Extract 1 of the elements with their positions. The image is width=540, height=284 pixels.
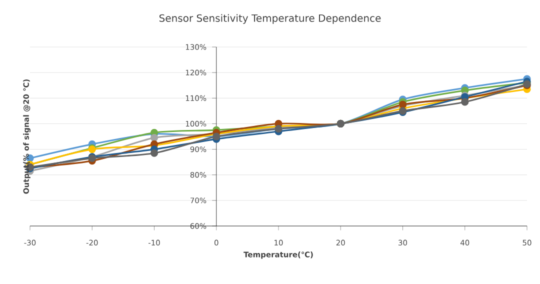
chart-title: Sensor Sensitivity Temperature Dependence xyxy=(159,14,381,24)
